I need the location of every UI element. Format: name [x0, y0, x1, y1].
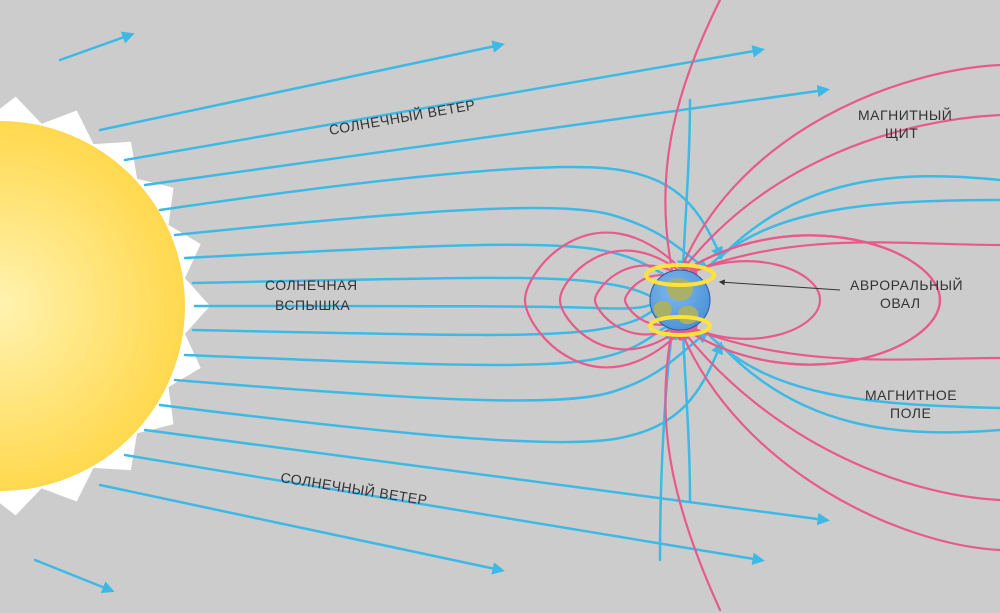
label-mag_field2: ПОЛЕ: [890, 405, 931, 421]
label-mag_shield1: МАГНИТНЫЙ: [858, 106, 952, 123]
label-auroral2: ОВАЛ: [880, 295, 921, 311]
label-solar_flare2: ВСПЫШКА: [275, 297, 350, 313]
label-solar_flare: СОЛНЕЧНАЯ: [265, 277, 358, 293]
label-mag_field1: МАГНИТНОЕ: [865, 387, 957, 403]
label-mag_shield2: ЩИТ: [885, 125, 918, 141]
label-auroral1: АВРОРАЛЬНЫЙ: [850, 276, 963, 293]
